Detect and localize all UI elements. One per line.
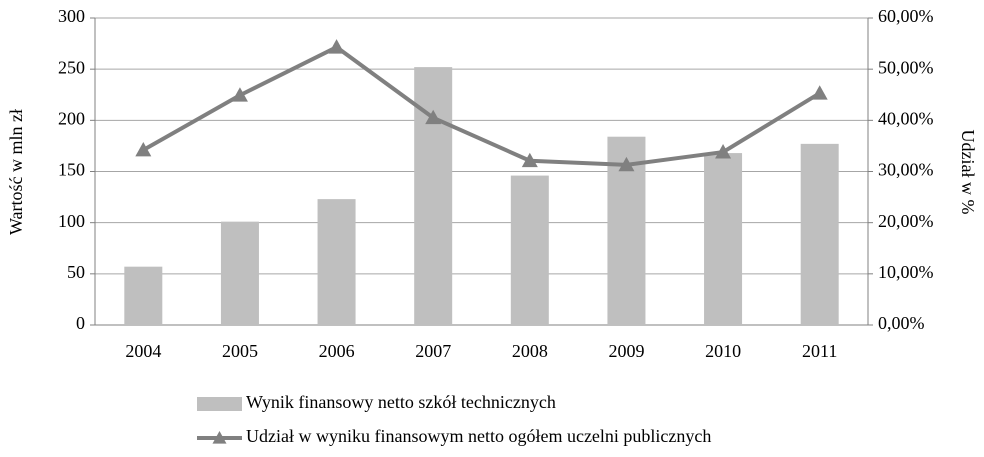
x-tick-label: 2008 xyxy=(512,341,548,361)
bar xyxy=(124,266,163,325)
y-tick-label: 200 xyxy=(58,108,85,128)
x-tick-label: 2010 xyxy=(705,341,741,361)
y2-tick-label: 30,00% xyxy=(878,160,934,180)
y-axis-title: Wartość w mln zł xyxy=(6,109,26,235)
y-tick-label: 250 xyxy=(58,57,85,77)
line-marker xyxy=(618,156,635,172)
y2-tick-label: 0,00% xyxy=(878,313,925,333)
legend-label: Wynik finansowy netto szkół technicznych xyxy=(246,392,556,412)
bar xyxy=(317,199,356,325)
line-marker xyxy=(135,142,152,157)
y-tick-label: 150 xyxy=(58,160,85,180)
x-tick-label: 2005 xyxy=(222,341,258,361)
line-marker xyxy=(425,109,442,125)
bar xyxy=(220,221,259,325)
y-tick-label: 300 xyxy=(58,6,85,26)
x-tick-label: 2011 xyxy=(802,341,837,361)
legend-marker xyxy=(212,431,227,444)
y-tick-label: 0 xyxy=(76,313,85,333)
y2-tick-label: 20,00% xyxy=(878,211,934,231)
x-tick-label: 2009 xyxy=(608,341,644,361)
bar xyxy=(704,153,743,325)
y-tick-label: 50 xyxy=(67,262,85,282)
y2-tick-label: 40,00% xyxy=(878,108,934,128)
x-tick-label: 2006 xyxy=(319,341,355,361)
bar xyxy=(800,143,839,325)
y-tick-label: 100 xyxy=(58,211,85,231)
y2-axis-title: Udział w % xyxy=(958,130,978,215)
bar xyxy=(510,175,549,325)
x-tick-label: 2007 xyxy=(415,341,451,361)
x-tick-label: 2004 xyxy=(125,341,161,361)
line xyxy=(142,45,821,167)
line-marker xyxy=(328,39,345,54)
legend-swatch xyxy=(197,397,242,411)
y2-tick-label: 60,00% xyxy=(878,6,934,26)
line-marker xyxy=(521,152,538,168)
y2-tick-label: 50,00% xyxy=(878,57,934,77)
legend-label: Udział w wyniku finansowym netto ogółem … xyxy=(246,426,711,446)
y2-tick-label: 10,00% xyxy=(878,262,934,282)
line-marker xyxy=(231,87,248,102)
line-marker xyxy=(811,85,828,100)
line-marker xyxy=(715,144,732,159)
